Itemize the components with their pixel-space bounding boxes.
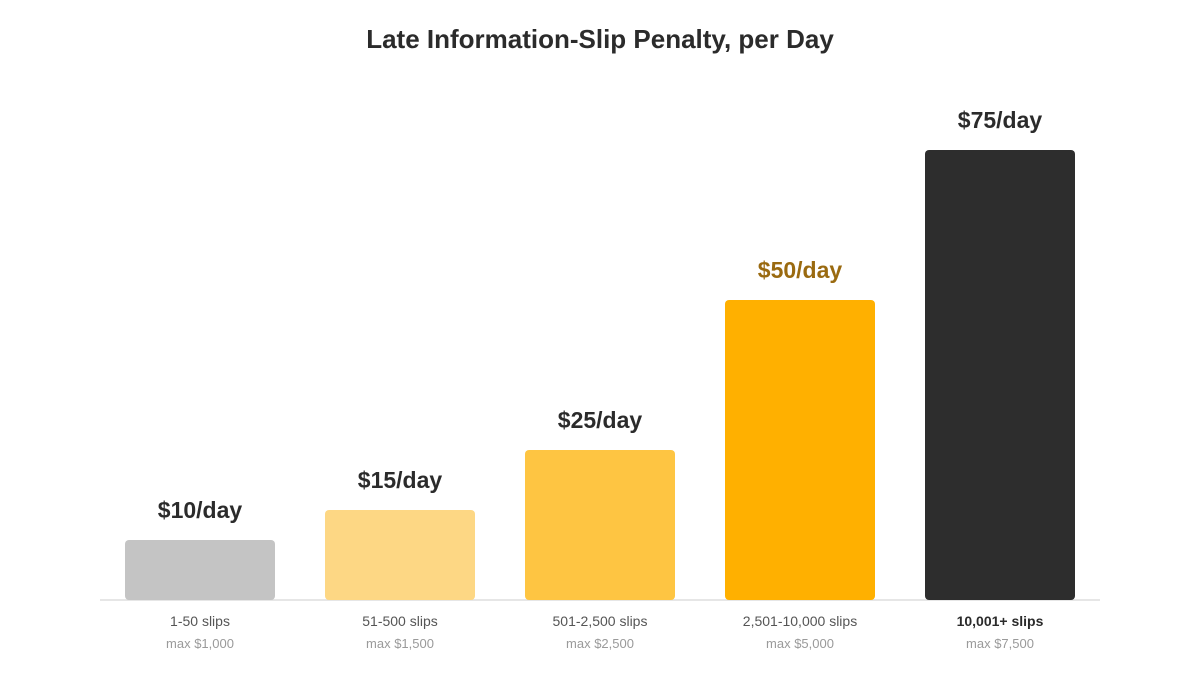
category-label-2: 51-500 slips (362, 613, 438, 629)
value-label-3: $25/day (558, 407, 643, 433)
value-label-1: $10/day (158, 497, 243, 523)
bar-1 (125, 540, 275, 600)
value-label-4: $50/day (758, 257, 843, 283)
value-label-2: $15/day (358, 467, 443, 493)
chart-title: Late Information-Slip Penalty, per Day (366, 24, 834, 54)
category-label-1: 1-50 slips (170, 613, 230, 629)
max-label-1: max $1,000 (166, 636, 234, 651)
max-label-3: max $2,500 (566, 636, 634, 651)
bar-3 (525, 450, 675, 600)
labels-layer: $10/day 1-50 slips max $1,000 $15/day 51-500… (158, 107, 1044, 651)
bars-layer (125, 150, 1075, 600)
category-label-3: 501-2,500 slips (553, 613, 648, 629)
value-label-5: $75/day (958, 107, 1043, 133)
category-label-5: 10,001+ slips (957, 613, 1044, 629)
bar-2 (325, 510, 475, 600)
max-label-4: max $5,000 (766, 636, 834, 651)
max-label-5: max $7,500 (966, 636, 1034, 651)
bar-4 (725, 300, 875, 600)
bar-5 (925, 150, 1075, 600)
max-label-2: max $1,500 (366, 636, 434, 651)
category-label-4: 2,501-10,000 slips (743, 613, 857, 629)
